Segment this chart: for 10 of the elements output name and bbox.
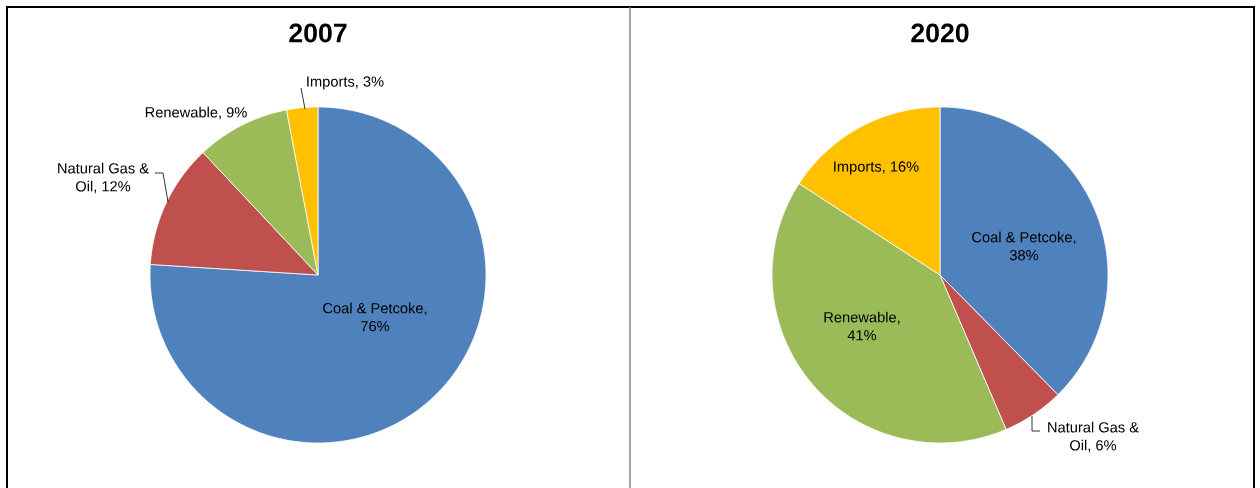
data-label: Natural Gas & Oil, 6% — [1048, 421, 1139, 453]
data-label: Natural Gas & Oil, 12% — [58, 162, 149, 194]
data-label: Imports, 3% — [307, 76, 384, 90]
data-label: Renewable, 9% — [145, 106, 247, 120]
data-label: Renewable, 41% — [824, 311, 900, 341]
data-label: Coal & Petcoke, 38% — [972, 231, 1076, 261]
data-label: Coal & Petcoke, 76% — [323, 302, 427, 332]
chart-title: 2007 — [289, 23, 347, 43]
chart-title: 2020 — [911, 23, 969, 43]
data-label: Imports, 16% — [834, 161, 919, 175]
